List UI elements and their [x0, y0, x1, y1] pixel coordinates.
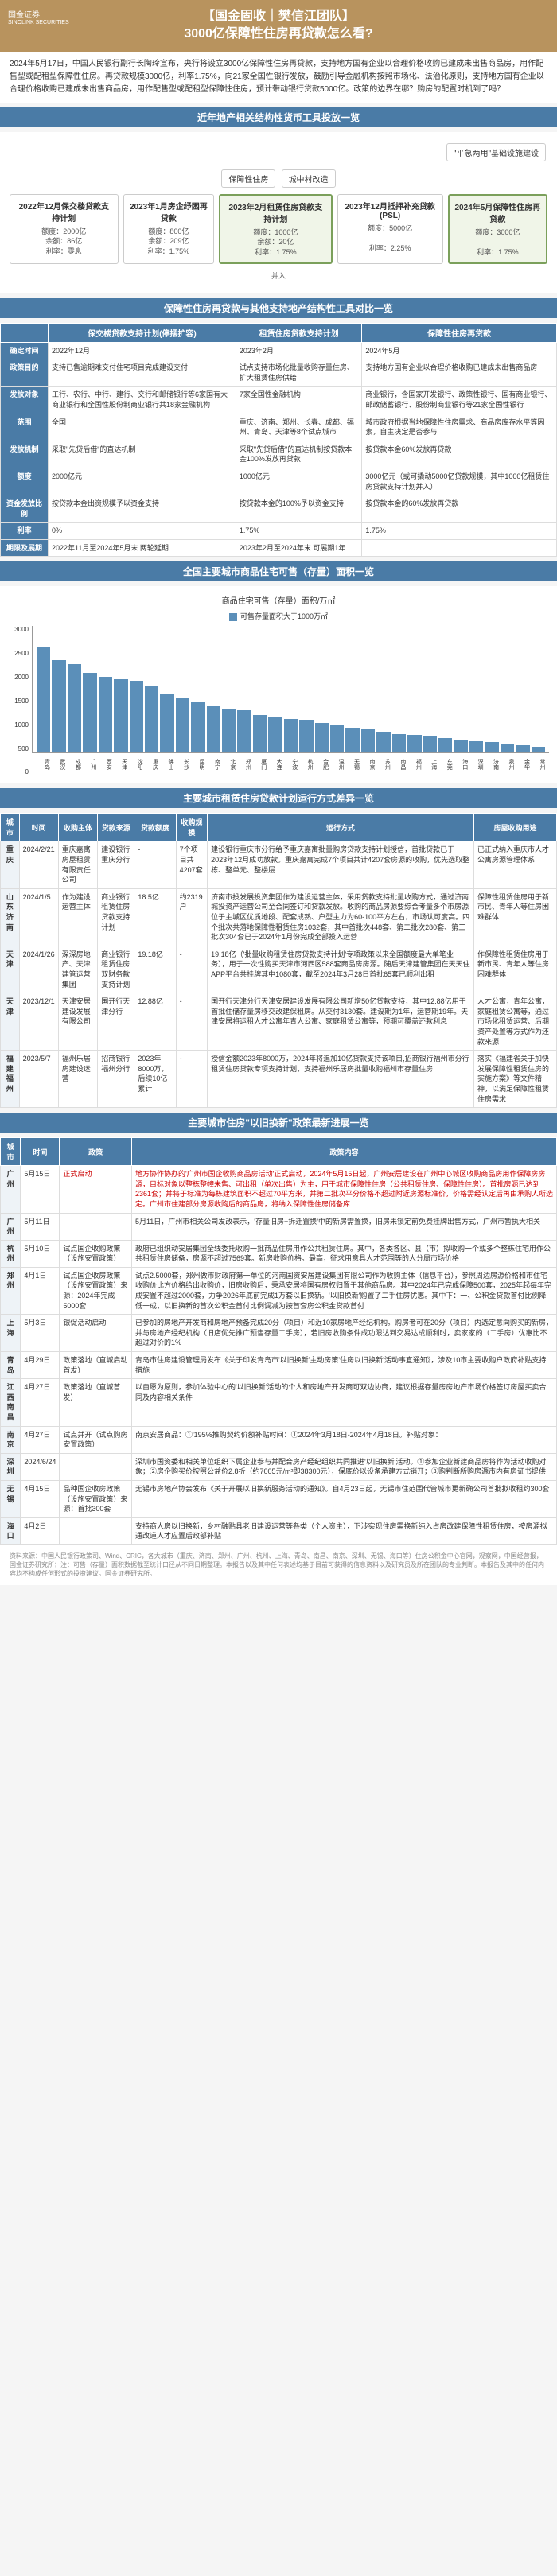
chart-bar — [253, 715, 267, 753]
table-row: 山东济南2024/1/5作为建设运营主体商业银行租赁住房贷款支持计划18.5亿约… — [1, 888, 557, 946]
table-row: 南京4月27日试点并开（试点购房安置政策）南京安居商品：①'195%推购契约价额… — [1, 1426, 557, 1453]
chart-bar — [330, 725, 344, 752]
chart-bar — [501, 744, 514, 753]
policy-node: 2023年12月抵押补充贷款(PSL)额度：5000亿利率：2.25% — [337, 194, 443, 264]
table-row: 天津2024/1/26深深房地产、天津建管运营集团商业银行租赁住房双财务款支持计… — [1, 946, 557, 993]
chart-bar — [454, 740, 467, 753]
trade-in-policy-table: 城市时间政策政策内容 广州5月15日正式启动地方协作协办的'广州市国企收购商品房… — [0, 1137, 557, 1545]
chart-bar — [284, 719, 298, 752]
intro-text: 2024年5月17日，中国人民银行副行长陶玲宣布，央行将设立3000亿保障性住房… — [0, 52, 557, 103]
chart-bar — [83, 673, 96, 753]
table-row: 无锡4月15日品种国企收房政策（设施安置政策）来源：首批300套无锡市房地产协会… — [1, 1480, 557, 1517]
chart-bar — [392, 734, 406, 753]
table-row: 杭州5月10日试点国企收购政策（设施安置政策）政府已组织动安居集团全线委托收购一… — [1, 1240, 557, 1267]
table-row: 广州5月15日正式启动地方协作协办的'广州市国企收购商品房活动'正式启动，202… — [1, 1166, 557, 1213]
table-row: 青岛4月29日政策落地（直城启动首发）青岛市住房建设管理局发布《关于印发青岛市'… — [1, 1352, 557, 1379]
inventory-chart: 商品住宅可售（存量）面积/万㎡ 可售存量面积大于1000万㎡ 300025002… — [0, 586, 557, 783]
table-row: 郑州4月1日试点国企收房政策（设施安置政策）来源：2024年完成5000套试点2… — [1, 1267, 557, 1314]
tag-1: "平急两用"基础设施建设 — [446, 143, 546, 161]
chart-bar — [130, 681, 143, 752]
chart-bar — [222, 709, 236, 753]
chart-bar — [485, 742, 498, 752]
table-row: 江西南昌4月27日政策落地（直城首发）以自愿为原则，参加体验中心的'以旧换新'活… — [1, 1379, 557, 1426]
chart-bar — [191, 702, 204, 753]
chart-bar — [423, 736, 437, 752]
chart-bar — [145, 686, 158, 753]
table-row: 广州5月11日5月11日，广州市相关公司发改表示，'存量旧房+拆迁置换'中的新房… — [1, 1213, 557, 1240]
tag-2: 保障性住房 — [221, 169, 275, 188]
tag-3: 城中村改造 — [282, 169, 336, 188]
chart-legend: 可售存量面积大于1000万㎡ — [8, 611, 549, 621]
chart-bar — [114, 679, 127, 753]
section5-title: 主要城市住房"以旧换新"政策最新进展一览 — [0, 1113, 557, 1133]
chart-bar — [237, 710, 251, 752]
policy-node: 2022年12月保交楼贷款支持计划额度：2000亿余额：86亿利率：零息 — [10, 194, 119, 264]
chart-bar — [99, 677, 112, 752]
chart-bar — [361, 729, 375, 752]
footer-disclaimer: 资料来源：中国人民银行政策司、Wind、CRIC，各大城市（重庆、济南、郑州、广… — [0, 1545, 557, 1585]
chart-bar — [516, 745, 529, 753]
chart-bar — [469, 741, 483, 753]
chart-bar — [299, 720, 313, 752]
logo: 国金证券 SINOLINK SECURITIES — [8, 8, 69, 25]
policy-node: 2023年2月租赁住房贷款支持计划额度：1000亿余额：20亿利率：1.75% — [219, 194, 332, 264]
chart-bar — [52, 660, 65, 753]
policy-diagram: "平急两用"基础设施建设 保障性住房 城中村改造 2022年12月保交楼贷款支持… — [0, 132, 557, 293]
policy-node: 2023年1月房企纾困再贷款额度：800亿余额：209亿利率：1.75% — [123, 194, 215, 264]
chart-bar — [532, 747, 545, 753]
chart-bar — [376, 732, 390, 753]
chart-bar — [268, 717, 282, 752]
chart-bar — [438, 738, 452, 753]
chart-bar — [315, 723, 329, 752]
chart-bar — [207, 706, 220, 752]
chart-bar — [407, 735, 421, 752]
section3-title: 全国主要城市商品住宅可售（存量）面积一览 — [0, 561, 557, 581]
table-row: 福建福州2023/5/7福州乐居房建设运营招商银行福州分行2023年8000万，… — [1, 1051, 557, 1108]
chart-bar — [37, 647, 50, 753]
table-row: 重庆2024/2/21重庆嘉寓房屋租赁有限责任公司建设银行重庆分行-7个项目共4… — [1, 841, 557, 888]
table-row: 上海5月3日银促活动启动已参加的房地产开发商和房地产预备完成20分（项目）和近1… — [1, 1315, 557, 1352]
section4-title: 主要城市租赁住房贷款计划运行方式差异一览 — [0, 788, 557, 808]
section2-title: 保障性住房再贷款与其他支持地产结构性工具对比一览 — [0, 298, 557, 318]
chart-bar — [68, 664, 81, 752]
chart-bar — [176, 698, 189, 753]
table-row: 深圳2024/6/24深圳市国资委和相关单位组织下属企业参与并配合房产经纪组织共… — [1, 1453, 557, 1480]
chart-bar — [345, 728, 359, 753]
comparison-table: 保交楼贷款支持计划(停摆扩容)租赁住房贷款支持计划保障性住房再贷款 确定时间20… — [0, 323, 557, 558]
rental-loan-table: 城市时间收购主体贷款来源贷款额度收购规模运行方式房屋收购用途 重庆2024/2/… — [0, 813, 557, 1108]
table-row: 海口4月2日支持商人房以旧换新，乡村融贴具老旧建设运营等各类（个人资主），下涉实… — [1, 1517, 557, 1544]
table-row: 天津2023/12/1天津安居建设发展有限公司国开行天津分行12.88亿-国开行… — [1, 993, 557, 1051]
section1-title: 近年地产相关结构性货币工具投放一览 — [0, 107, 557, 127]
page-title: 【国金固收｜樊信江团队】 3000亿保障性住房再贷款怎么看? — [8, 8, 549, 44]
chart-bar — [160, 694, 173, 752]
arrow-label: 并入 — [10, 270, 547, 281]
policy-node: 2024年5月保障性住房再贷款额度：3000亿利率：1.75% — [448, 194, 547, 264]
chart-title: 商品住宅可售（存量）面积/万㎡ — [8, 594, 549, 606]
